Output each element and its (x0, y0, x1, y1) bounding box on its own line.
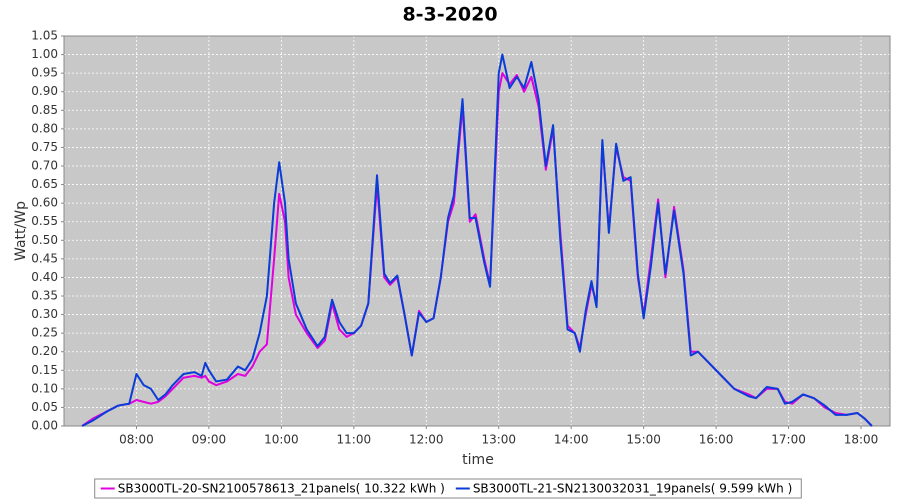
y-tick-label: 1.05 (31, 29, 58, 43)
x-tick-label: 11:00 (337, 433, 372, 447)
x-tick-label: 09:00 (192, 433, 227, 447)
legend-box (94, 478, 802, 499)
y-tick-label: 0.60 (31, 196, 58, 210)
y-tick-label: 0.75 (31, 140, 58, 154)
plot-border (63, 35, 891, 427)
y-tick-label: 0.55 (31, 214, 58, 228)
y-tick-label: 0.20 (31, 344, 58, 358)
y-tick-label: 0.10 (31, 381, 58, 395)
legend: SB3000TL-20-SN2100578613_21panels( 10.32… (94, 478, 802, 499)
y-tick-label: 0.50 (31, 233, 58, 247)
y-tick-label: 0.70 (31, 159, 58, 173)
y-tick-label: 0.00 (31, 419, 58, 433)
y-tick-label: 0.80 (31, 121, 58, 135)
y-tick-label: 0.40 (31, 270, 58, 284)
y-tick-label: 0.95 (31, 66, 58, 80)
y-tick-label: 0.05 (31, 400, 58, 414)
y-tick-label: 0.15 (31, 363, 58, 377)
y-tick-label: 0.90 (31, 84, 58, 98)
y-tick-label: 0.35 (31, 289, 58, 303)
y-tick-label: 0.30 (31, 307, 58, 321)
y-axis-label: Watt/Wp (13, 201, 29, 261)
chart-title: 8-3-2020 (402, 4, 497, 26)
x-tick-label: 13:00 (481, 433, 516, 447)
legend-label: SB3000TL-21-SN2130032031_19panels( 9.599… (473, 482, 792, 496)
y-tick-label: 0.85 (31, 103, 58, 117)
y-tick-label: 0.25 (31, 326, 58, 340)
x-tick-label: 18:00 (844, 433, 879, 447)
data-line (81, 53, 873, 427)
y-tick-label: 0.45 (31, 251, 58, 265)
x-axis-label: time (462, 452, 494, 468)
x-tick-label: 17:00 (771, 433, 806, 447)
x-tick-label: 16:00 (699, 433, 734, 447)
x-tick-label: 15:00 (626, 433, 661, 447)
x-tick-label: 10:00 (264, 433, 299, 447)
y-tick-label: 1.00 (31, 47, 58, 61)
x-tick-label: 08:00 (119, 433, 154, 447)
y-tick-label: 0.65 (31, 177, 58, 191)
x-tick-label: 14:00 (554, 433, 589, 447)
plot-area (64, 36, 890, 426)
legend-label: SB3000TL-20-SN2100578613_21panels( 10.32… (118, 482, 445, 496)
x-tick-label: 12:00 (409, 433, 444, 447)
